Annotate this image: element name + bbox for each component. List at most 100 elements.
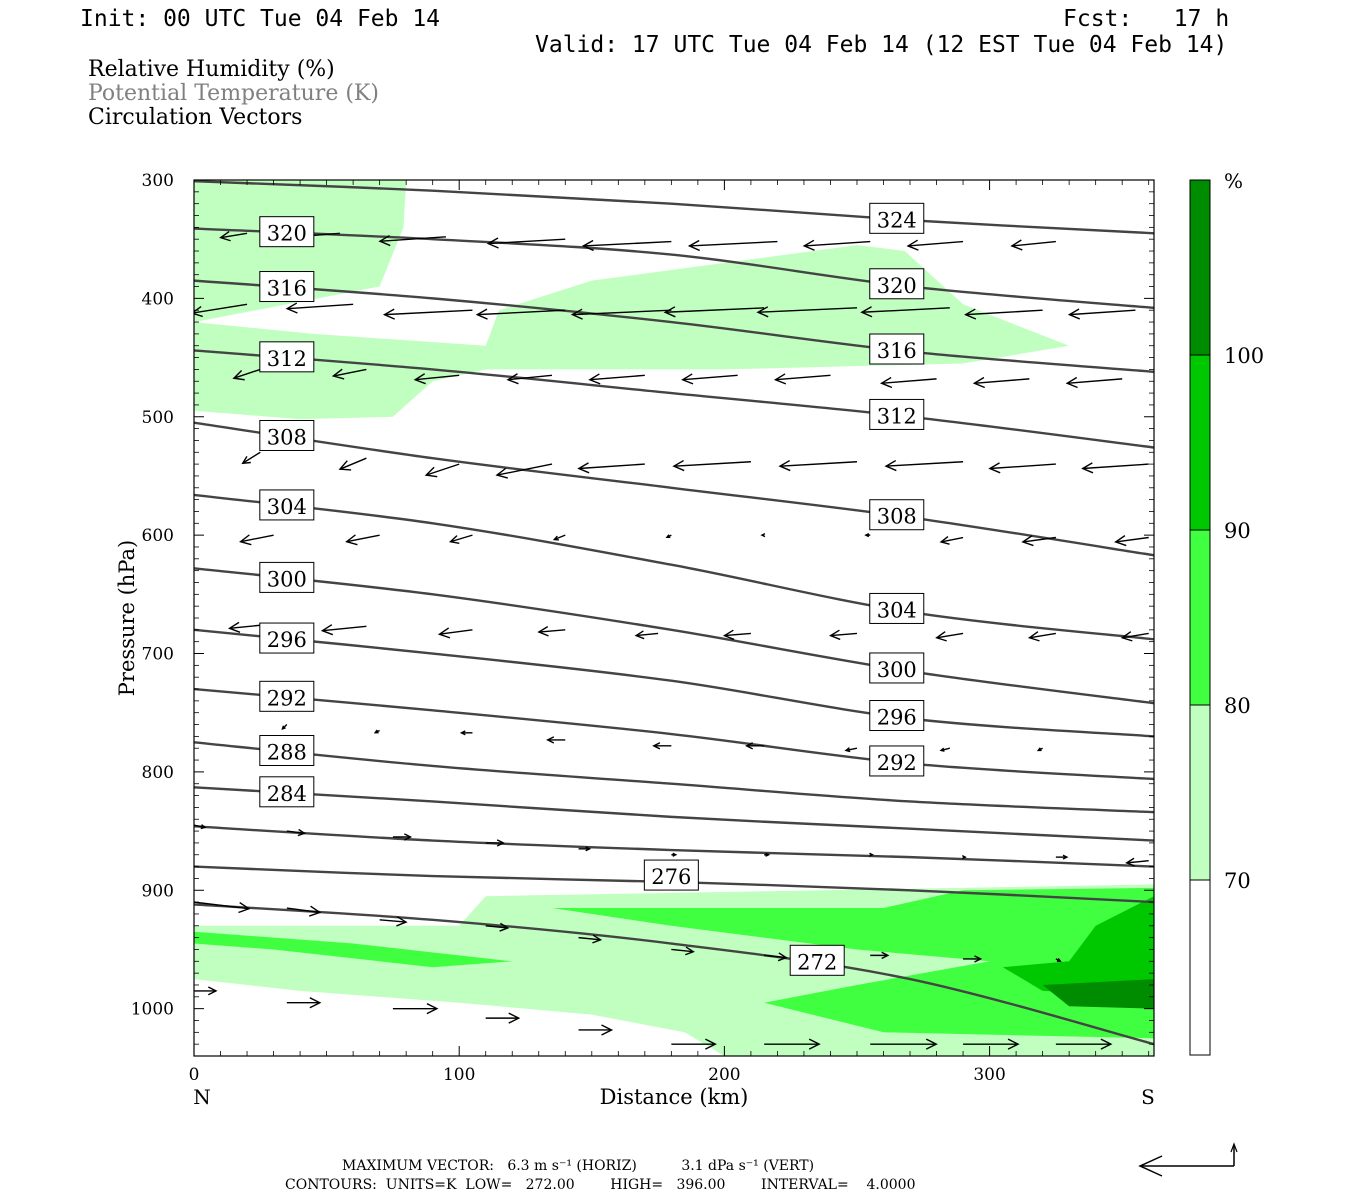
contour-label-320: 320	[877, 274, 917, 298]
vector-head	[1067, 308, 1081, 320]
vector-shaft	[724, 632, 751, 637]
circulation-vector	[392, 1003, 439, 1015]
vector-head	[437, 627, 451, 639]
vector-head	[685, 946, 695, 956]
reference-vector-icon	[1138, 1142, 1238, 1177]
contour-label-292: 292	[877, 751, 917, 775]
vector-shaft	[1011, 240, 1056, 247]
vector-head	[552, 535, 559, 541]
circulation-vector	[1120, 631, 1149, 642]
vector-shaft	[287, 303, 354, 310]
vector-head	[396, 916, 408, 927]
circulation-vector	[219, 230, 248, 242]
vector-head	[672, 852, 678, 857]
circulation-vector	[963, 955, 983, 963]
circulation-vector	[864, 533, 871, 538]
contour-label-288: 288	[267, 741, 307, 765]
vector-head	[241, 455, 251, 465]
circulation-vector	[581, 239, 672, 252]
contour-label-box	[869, 202, 925, 234]
circulation-vector	[964, 308, 1043, 320]
contour-label-284: 284	[267, 782, 307, 806]
vector-shaft	[439, 629, 473, 635]
vector-shaft	[936, 632, 964, 639]
vector-head	[506, 373, 519, 385]
contour-label-296: 296	[877, 706, 917, 730]
vector-shaft	[450, 534, 473, 543]
circulation-vector	[1114, 535, 1149, 547]
vector-shaft	[804, 240, 871, 247]
vector-head	[665, 534, 671, 539]
vector-head	[508, 1012, 521, 1024]
vector-head	[486, 237, 499, 249]
theta-contour-324	[194, 180, 1154, 235]
vector-shaft	[379, 919, 407, 923]
circulation-vector	[331, 368, 367, 380]
circulation-vector	[281, 724, 288, 731]
vector-head	[756, 306, 769, 318]
circulation-vector	[485, 839, 505, 847]
contour-label-312: 312	[267, 347, 307, 371]
circulation-vector	[286, 828, 306, 837]
vector-head	[297, 828, 306, 837]
circulation-vector	[671, 1038, 717, 1050]
vector-head	[496, 839, 505, 847]
circulation-vector	[285, 302, 354, 314]
circulation-vectors	[194, 230, 1149, 1050]
x-tick-label: 100	[443, 1065, 475, 1085]
vector-shaft	[583, 240, 672, 247]
vector-head	[1125, 857, 1136, 867]
circulation-vector	[764, 1038, 821, 1050]
vector-head	[601, 1024, 614, 1036]
circulation-vector	[961, 854, 967, 860]
circulation-vector	[424, 463, 460, 478]
contour-label-box	[869, 745, 925, 777]
circulation-vector	[870, 951, 890, 960]
vector-shaft	[589, 374, 645, 381]
circulation-vector	[844, 747, 858, 753]
contour-label-296: 296	[267, 628, 307, 652]
theta-contour-288	[194, 741, 1154, 814]
vector-shaft	[554, 534, 566, 541]
circulation-vector	[1065, 376, 1123, 389]
circulation-vector	[392, 833, 413, 841]
circulation-vector	[378, 234, 446, 247]
vector-shaft	[881, 378, 937, 384]
colorbar-label: 90	[1224, 519, 1251, 543]
vector-head	[537, 626, 549, 637]
contour-label-304: 304	[267, 495, 307, 519]
circulation-vector	[286, 997, 322, 1009]
theta-contour-272	[194, 903, 1154, 1046]
vector-shaft	[507, 374, 553, 381]
vector-shaft	[220, 232, 248, 239]
theta-contour-312	[194, 349, 1154, 449]
circulation-vector	[459, 730, 473, 736]
rh-area-70-1	[194, 245, 1070, 420]
circulation-vector	[1081, 462, 1149, 474]
vector-head	[1114, 535, 1127, 547]
circulation-vector	[546, 736, 566, 744]
vector-head	[705, 1038, 717, 1050]
circulation-vector	[379, 916, 408, 927]
circulation-vector	[764, 852, 771, 857]
vector-head	[844, 747, 851, 753]
circulation-vector	[485, 922, 510, 932]
vector-head	[808, 1038, 821, 1050]
circulation-vector	[884, 459, 964, 472]
circulation-vector	[773, 373, 831, 385]
vector-head	[238, 901, 251, 914]
vector-shaft	[1082, 463, 1149, 470]
axes: 300 400 500 600 700 800 900 1000 0 100 200 300	[131, 171, 1154, 1085]
colorbar-frame	[1189, 179, 1211, 1056]
y-tick-label: 500	[142, 408, 174, 428]
y-tick-label: 400	[142, 289, 174, 309]
vector-head	[331, 368, 345, 380]
vector-head	[1056, 958, 1062, 962]
vector-shaft	[673, 461, 751, 467]
vector-shaft	[665, 307, 765, 313]
vector-head	[760, 533, 766, 538]
vector-shaft	[538, 629, 566, 633]
contour-label-box	[259, 341, 315, 373]
legend-potential-temperature: Potential Temperature (K)	[88, 81, 379, 106]
vector-head	[404, 833, 413, 841]
